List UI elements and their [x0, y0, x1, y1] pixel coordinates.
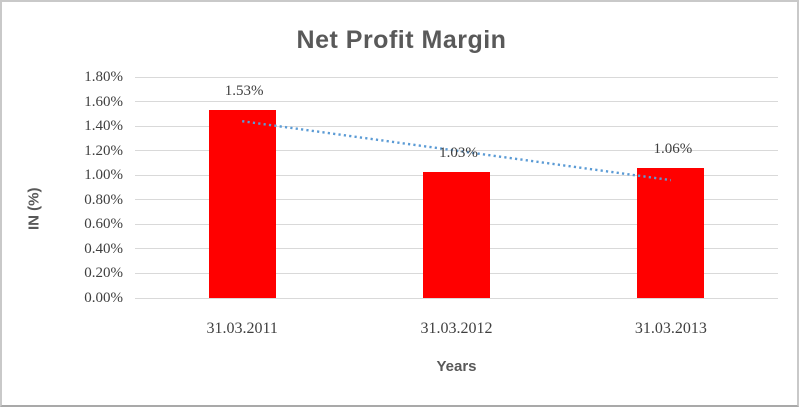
y-tick-label: 0.20%: [84, 265, 123, 282]
x-tick-label: 31.03.2012: [420, 320, 493, 337]
gridline: [135, 297, 778, 299]
gridline: [135, 125, 778, 127]
y-tick-label: 1.80%: [84, 69, 123, 85]
x-axis-title: Years: [436, 358, 477, 375]
gridline: [135, 76, 778, 78]
y-tick-label: 1.20%: [84, 142, 123, 159]
x-tick-label: 31.03.2011: [206, 320, 278, 337]
y-tick-label: 0.00%: [84, 290, 123, 306]
bar-31.03.2013: [637, 167, 705, 298]
y-tick-label: 1.00%: [84, 167, 123, 184]
trendline: [242, 120, 671, 182]
data-label-31.03.2011: 1.53%: [224, 83, 264, 100]
chart-title: Net Profit Margin: [296, 26, 507, 54]
y-tick-label: 0.60%: [84, 216, 123, 233]
data-label-31.03.2013: 1.06%: [653, 140, 693, 157]
y-tick-label: 0.80%: [84, 191, 123, 208]
plot-area: 1.53% 1.03% 1.06%: [135, 76, 778, 299]
x-tick-label: 31.03.2013: [634, 320, 707, 337]
data-label-31.03.2012: 1.03%: [439, 144, 478, 161]
y-tick-label: 1.60%: [84, 93, 123, 110]
y-tick-label: 1.40%: [84, 118, 123, 135]
bar-31.03.2012: [423, 171, 490, 298]
y-tick-label: 0.40%: [84, 240, 123, 257]
bar-31.03.2011: [208, 110, 276, 298]
gridline: [135, 101, 778, 103]
